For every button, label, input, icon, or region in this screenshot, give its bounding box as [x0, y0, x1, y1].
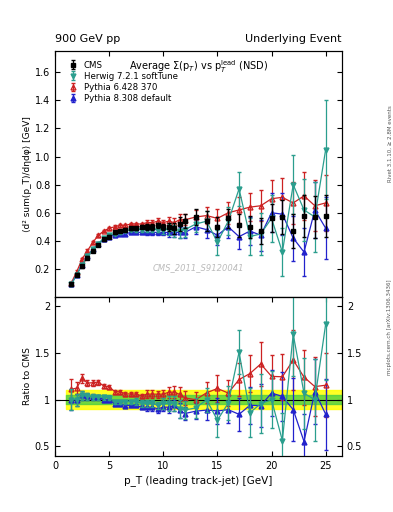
Text: Rivet 3.1.10, ≥ 2.8M events: Rivet 3.1.10, ≥ 2.8M events [387, 105, 392, 182]
Y-axis label: Ratio to CMS: Ratio to CMS [23, 348, 32, 406]
Text: Average $\Sigma$(p$_T$) vs p$_T^{\mathsf{lead}}$ (NSD): Average $\Sigma$(p$_T$) vs p$_T^{\mathsf… [129, 58, 268, 75]
Y-axis label: ⟨d² sum(p_T)/dηdφ⟩ [GeV]: ⟨d² sum(p_T)/dηdφ⟩ [GeV] [23, 116, 32, 232]
Text: Underlying Event: Underlying Event [245, 33, 342, 44]
X-axis label: p_T (leading track-jet) [GeV]: p_T (leading track-jet) [GeV] [124, 475, 273, 485]
Legend: CMS, Herwig 7.2.1 softTune, Pythia 6.428 370, Pythia 8.308 default: CMS, Herwig 7.2.1 softTune, Pythia 6.428… [62, 58, 180, 105]
Text: mcplots.cern.ch [arXiv:1306.3436]: mcplots.cern.ch [arXiv:1306.3436] [387, 280, 392, 375]
Text: CMS_2011_S9120041: CMS_2011_S9120041 [153, 263, 244, 272]
Text: 900 GeV pp: 900 GeV pp [55, 33, 120, 44]
